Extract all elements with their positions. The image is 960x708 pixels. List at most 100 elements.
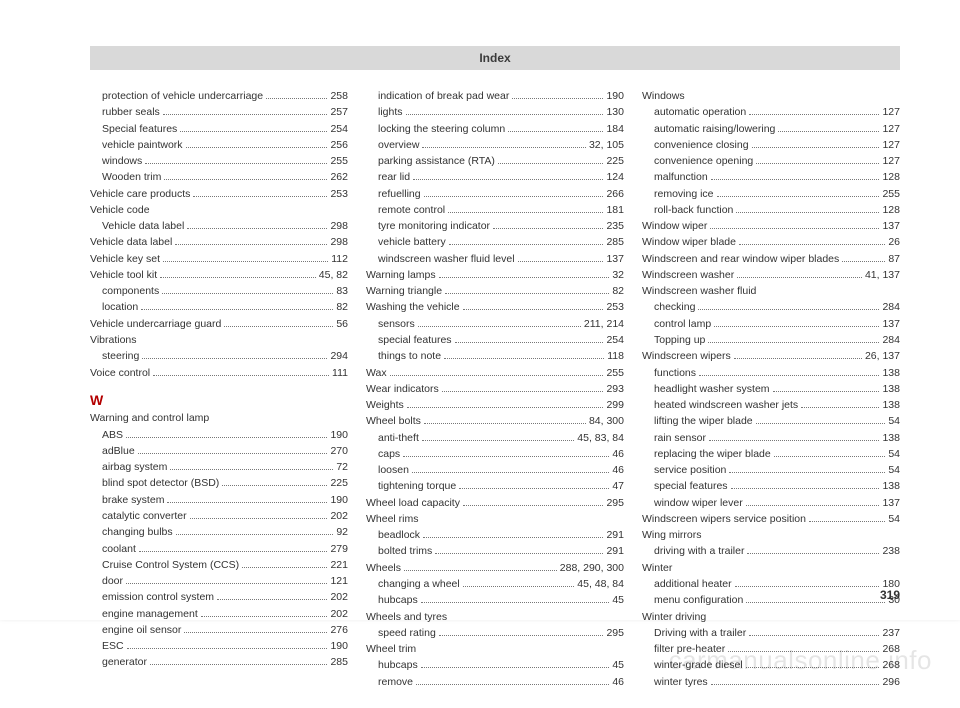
index-entry-label: catalytic converter — [90, 508, 187, 524]
leader-dots — [773, 391, 880, 392]
index-entry: Wax 255 — [366, 365, 624, 381]
leader-dots — [163, 114, 328, 115]
index-entry: Windscreen wipers26, 137 — [642, 348, 900, 364]
index-entry-label: lights — [366, 104, 403, 120]
leader-dots — [167, 502, 327, 503]
leader-dots — [422, 147, 586, 148]
index-entry-page: 138 — [882, 430, 900, 446]
index-heading: Wing mirrors — [642, 527, 900, 543]
leader-dots — [518, 261, 604, 262]
index-entry-page: 54 — [888, 511, 900, 527]
index-entry-label: rubber seals — [90, 104, 160, 120]
index-entry-page: 202 — [330, 606, 348, 622]
index-entry-page: 138 — [882, 478, 900, 494]
index-entry-label: generator — [90, 654, 147, 670]
index-entry: overview32, 105 — [366, 137, 624, 153]
index-entry: winter-grade diesel 268 — [642, 657, 900, 673]
index-columns: protection of vehicle undercarriage258ru… — [90, 88, 900, 690]
index-entry-label: Windscreen wipers service position — [642, 511, 806, 527]
index-entry-label: roll-back function — [642, 202, 733, 218]
index-entry-page: 294 — [330, 348, 348, 364]
index-entry-label: hubcaps — [366, 592, 418, 608]
index-entry: door121 — [90, 573, 348, 589]
index-heading: Winter driving — [642, 609, 900, 625]
index-entry-page: 202 — [330, 589, 348, 605]
index-entry: changing bulbs92 — [90, 524, 348, 540]
index-entry: automatic raising/lowering127 — [642, 121, 900, 137]
index-entry-label: parking assistance (RTA) — [366, 153, 495, 169]
leader-dots — [150, 664, 328, 665]
index-entry-label: bolted trims — [366, 543, 432, 559]
index-entry-page: 138 — [882, 365, 900, 381]
index-entry: adBlue 270 — [90, 443, 348, 459]
index-entry: tightening torque47 — [366, 478, 624, 494]
index-entry-page: 235 — [606, 218, 624, 234]
index-entry-page: 298 — [330, 218, 348, 234]
index-entry-label: coolant — [90, 541, 136, 557]
index-entry-label: driving with a trailer — [642, 543, 744, 559]
index-entry: Vehicle data label298 — [90, 234, 348, 250]
leader-dots — [421, 602, 610, 603]
index-entry: Vehicle undercarriage guard56 — [90, 316, 348, 332]
index-entry: Vehicle care products253 — [90, 186, 348, 202]
index-entry-page: 211, 214 — [584, 316, 624, 332]
leader-dots — [142, 358, 327, 359]
index-entry-label: winter-grade diesel — [642, 657, 743, 673]
index-entry-label: winter tyres — [642, 674, 708, 690]
leader-dots — [422, 440, 574, 441]
index-entry: windscreen washer fluid level137 — [366, 251, 624, 267]
index-entry-label: hubcaps — [366, 657, 418, 673]
leader-dots — [390, 375, 604, 376]
index-entry-page: 254 — [330, 121, 348, 137]
index-entry-page: 255 — [606, 365, 624, 381]
index-entry-page: 268 — [882, 657, 900, 673]
index-entry-page: 295 — [606, 495, 624, 511]
index-entry-label: adBlue — [90, 443, 135, 459]
index-entry-page: 46 — [612, 462, 624, 478]
leader-dots — [184, 632, 327, 633]
index-entry: Windscreen washer41, 137 — [642, 267, 900, 283]
index-entry-page: 130 — [606, 104, 624, 120]
index-entry: engine oil sensor276 — [90, 622, 348, 638]
index-entry: rain sensor138 — [642, 430, 900, 446]
leader-dots — [126, 437, 327, 438]
index-entry-page: 45, 83, 84 — [577, 430, 624, 446]
index-entry: control lamp137 — [642, 316, 900, 332]
index-entry: Window wiper137 — [642, 218, 900, 234]
index-entry-label: lifting the wiper blade — [642, 413, 753, 429]
index-entry: blind spot detector (BSD)225 — [90, 475, 348, 491]
index-entry-label: blind spot detector (BSD) — [90, 475, 219, 491]
index-entry-page: 112 — [331, 251, 348, 267]
index-entry: hubcaps45 — [366, 657, 624, 673]
index-entry-page: 254 — [606, 332, 624, 348]
index-entry-page: 72 — [336, 459, 348, 475]
index-entry-page: 268 — [882, 641, 900, 657]
index-entry-page: 284 — [882, 332, 900, 348]
index-entry: anti-theft45, 83, 84 — [366, 430, 624, 446]
index-entry: filter pre-heater 268 — [642, 641, 900, 657]
index-entry-page: 111 — [332, 365, 348, 381]
index-entry-label: tyre monitoring indicator — [366, 218, 490, 234]
index-entry-page: 270 — [330, 443, 348, 459]
index-entry: Warning triangle82 — [366, 283, 624, 299]
index-entry-page: 291 — [606, 543, 624, 559]
leader-dots — [729, 472, 885, 473]
index-entry: changing a wheel45, 48, 84 — [366, 576, 624, 592]
leader-dots — [498, 163, 604, 164]
index-column: Windowsautomatic operation127automatic r… — [642, 88, 900, 690]
index-entry-label: tightening torque — [366, 478, 456, 494]
index-entry-label: location — [90, 299, 138, 315]
index-entry-page: 127 — [882, 137, 900, 153]
index-entry: Wheel bolts84, 300 — [366, 413, 624, 429]
leader-dots — [463, 309, 604, 310]
index-entry-page: 298 — [330, 234, 348, 250]
index-entry-label: Wheel bolts — [366, 413, 421, 429]
index-entry-page: 87 — [888, 251, 900, 267]
leader-dots — [180, 131, 327, 132]
index-entry-label: Wax — [366, 365, 387, 381]
index-heading: Windows — [642, 88, 900, 104]
index-entry-page: 190 — [330, 427, 348, 443]
index-entry-label: filter pre-heater — [642, 641, 725, 657]
index-entry-page: 299 — [606, 397, 624, 413]
index-entry: Special features254 — [90, 121, 348, 137]
